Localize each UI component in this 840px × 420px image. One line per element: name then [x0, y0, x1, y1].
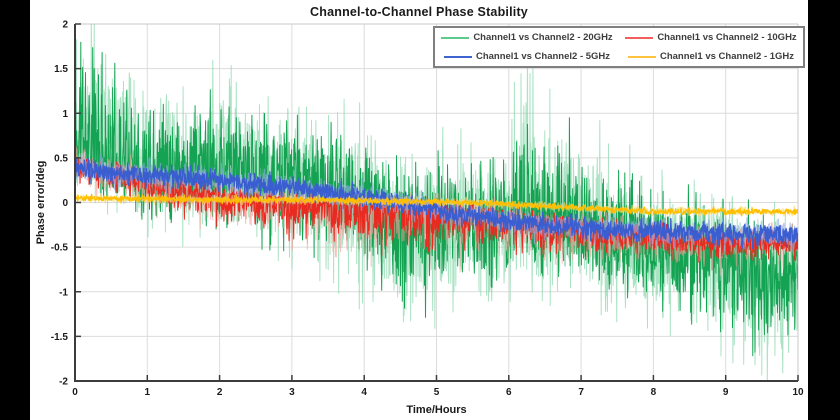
- x-tick-label: 8: [651, 387, 657, 398]
- y-tick-label: 1: [62, 109, 68, 120]
- x-tick-label: 5: [434, 387, 440, 398]
- legend-line-swatch: [625, 36, 654, 39]
- legend-item-1: Channel1 vs Channel2 - 20GHz: [435, 32, 619, 43]
- chart-title: Channel-to-Channel Phase Stability: [310, 5, 528, 19]
- x-tick-label: 6: [506, 387, 512, 398]
- legend-line-swatch: [443, 55, 472, 58]
- chart-legend: Channel1 vs Channel2 - 20GHz Channel1 vs …: [433, 26, 805, 68]
- y-tick-label: -0.5: [51, 243, 69, 254]
- series-line-4: [75, 193, 798, 217]
- legend-label: Channel1 vs Channel2 - 20GHz: [473, 32, 613, 43]
- legend-item-4: Channel1 vs Channel2 - 1GHz: [619, 51, 803, 62]
- legend-label: Channel1 vs Channel2 - 1GHz: [659, 51, 795, 62]
- y-tick-label: 0: [62, 198, 68, 209]
- y-tick-label: 0.5: [54, 153, 68, 164]
- legend-label: Channel1 vs Channel2 - 10GHz: [657, 32, 797, 43]
- x-tick-label: 0: [72, 387, 78, 398]
- x-tick-label: 3: [289, 387, 295, 398]
- y-tick-label: 2: [62, 20, 68, 31]
- legend-item-2: Channel1 vs Channel2 - 10GHz: [619, 32, 803, 43]
- series-lines: [75, 24, 798, 381]
- x-tick-label: 7: [578, 387, 584, 398]
- x-axis-title: Time/Hours: [406, 404, 466, 416]
- y-tick-label: 1.5: [54, 64, 68, 75]
- x-tick-label: 9: [723, 387, 729, 398]
- y-tick-label: -1.5: [51, 332, 69, 343]
- x-tick-label: 10: [792, 387, 804, 398]
- legend-line-swatch: [627, 55, 656, 58]
- legend-line-swatch: [441, 36, 470, 39]
- y-tick-label: -2: [59, 377, 68, 388]
- x-tick-label: 1: [145, 387, 151, 398]
- legend-label: Channel1 vs Channel2 - 5GHz: [475, 51, 611, 62]
- legend-item-3: Channel1 vs Channel2 - 5GHz: [435, 51, 619, 62]
- series-line-3: [75, 157, 798, 250]
- x-tick-label: 2: [217, 387, 223, 398]
- chart-panel: Channel-to-Channel Phase Stability 0 1 2 3 4…: [30, 0, 808, 420]
- y-axis-title: Phase error/deg: [35, 161, 47, 245]
- x-tick-label: 4: [361, 387, 367, 398]
- y-tick-label: -1: [59, 287, 68, 298]
- phase-stability-chart: 0 1 2 3 4 5 6 7 8 9 10 -2 -1.5 -1 -0.5 0 0.5 1 1.5 2 Time/Ho…: [35, 20, 804, 417]
